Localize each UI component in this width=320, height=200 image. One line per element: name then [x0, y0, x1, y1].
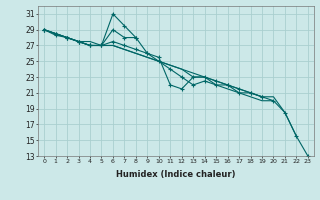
X-axis label: Humidex (Indice chaleur): Humidex (Indice chaleur) [116, 170, 236, 179]
